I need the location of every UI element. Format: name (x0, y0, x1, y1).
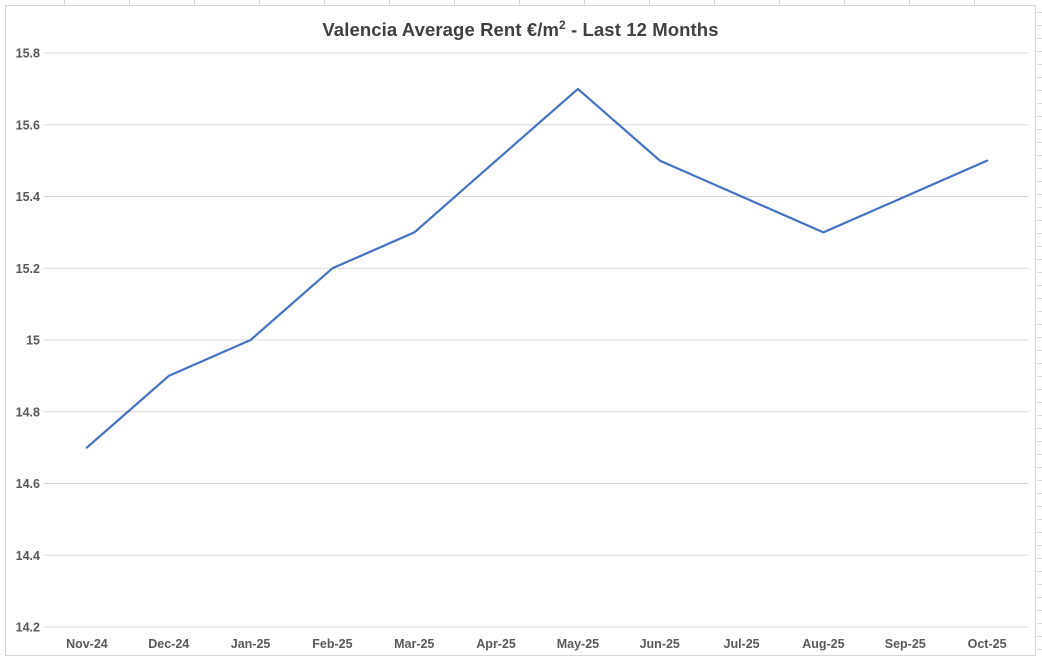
chart-frame[interactable]: Valencia Average Rent €/m2 - Last 12 Mon… (5, 5, 1036, 656)
x-axis-tick-label: Aug-25 (802, 637, 844, 651)
x-axis-tick-label: May-25 (557, 637, 599, 651)
y-axis-tick-label: 14.2 (16, 621, 40, 635)
y-axis-tick-label: 14.4 (16, 549, 40, 563)
spreadsheet-right-strip (1037, 0, 1042, 659)
y-axis-tick-label: 15 (26, 334, 40, 348)
rent-trend-line (85, 87, 989, 449)
x-axis-tick-label: Apr-25 (476, 637, 516, 651)
y-axis-tick-label: 15.2 (16, 262, 40, 276)
y-axis-tick-label: 15.4 (16, 190, 40, 204)
x-axis-tick-label: Jun-25 (640, 637, 680, 651)
chart-title-superscript: 2 (559, 17, 566, 32)
x-axis-tick-label: Dec-24 (148, 637, 189, 651)
x-axis-tick-label: Oct-25 (968, 637, 1007, 651)
chart-title: Valencia Average Rent €/m2 - Last 12 Mon… (6, 19, 1035, 41)
y-axis-tick-label: 15.6 (16, 118, 40, 132)
y-axis-tick-label: 15.8 (16, 47, 40, 61)
x-axis-tick-label: Jul-25 (724, 637, 760, 651)
spreadsheet-top-strip (0, 0, 1042, 5)
x-axis-tick-label: Jan-25 (231, 637, 271, 651)
chart-title-suffix: - Last 12 Months (565, 19, 719, 40)
chart-title-text: Valencia Average Rent €/m (322, 19, 559, 40)
x-axis-tick-label: Nov-24 (66, 637, 108, 651)
x-axis-tick-label: Sep-25 (885, 637, 926, 651)
y-axis-tick-label: 14.8 (16, 405, 40, 419)
y-axis-tick-label: 14.6 (16, 477, 40, 491)
x-axis-tick-label: Mar-25 (394, 637, 434, 651)
x-axis-tick-label: Feb-25 (312, 637, 352, 651)
